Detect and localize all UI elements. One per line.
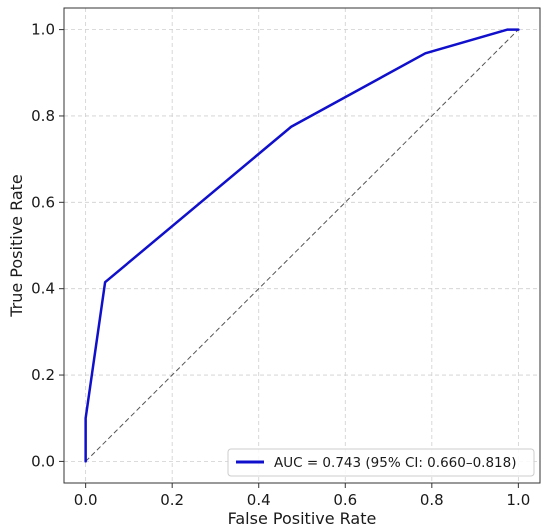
legend: AUC = 0.743 (95% CI: 0.660–0.818) xyxy=(227,448,535,477)
x-tick-label: 0.8 xyxy=(420,491,444,509)
legend-box xyxy=(227,448,535,477)
y-axis-label: True Positive Rate xyxy=(7,174,26,318)
x-tick-label: 0.4 xyxy=(247,491,271,509)
diagonal-reference-line xyxy=(85,29,519,462)
roc-curve-line xyxy=(84,28,520,463)
y-tick-label: 0.0 xyxy=(31,452,55,470)
plot-frame xyxy=(63,7,541,484)
x-tick-label: 0.6 xyxy=(333,491,357,509)
ticks: 0.0 0.2 0.4 0.6 0.8 1.0 0.0 0.2 0.4 0.6 0.8 1.0 xyxy=(31,21,530,509)
reference-layer xyxy=(85,29,519,462)
y-tick-label: 0.4 xyxy=(31,280,55,298)
legend-entry: AUC = 0.743 (95% CI: 0.660–0.818) xyxy=(274,455,517,471)
series-layer xyxy=(84,28,520,463)
grid xyxy=(64,8,540,483)
y-tick-label: 0.8 xyxy=(31,107,55,125)
x-tick-label: 1.0 xyxy=(506,491,530,509)
x-axis-label: False Positive Rate xyxy=(228,509,377,528)
x-tick-label: 0.2 xyxy=(160,491,184,509)
x-tick-label: 0.0 xyxy=(74,491,98,509)
y-tick-label: 0.6 xyxy=(31,193,55,211)
y-tick-label: 1.0 xyxy=(31,21,55,39)
y-tick-label: 0.2 xyxy=(31,366,55,384)
